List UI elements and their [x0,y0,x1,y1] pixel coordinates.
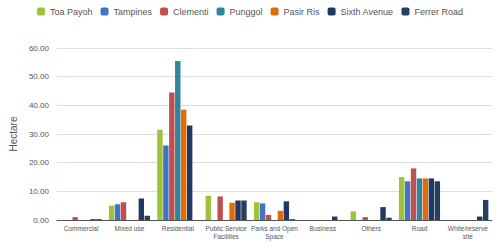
svg-text:Residential: Residential [162,225,195,232]
svg-text:Business: Business [310,225,337,232]
svg-text:Ferrer Road: Ferrer Road [414,7,463,17]
svg-text:0.00: 0.00 [33,216,49,225]
svg-text:Clementi: Clementi [173,7,209,17]
svg-text:site: site [463,233,474,240]
svg-text:Tampines: Tampines [114,7,153,17]
svg-text:Facilities: Facilities [213,233,239,240]
svg-text:Parks and Open: Parks and Open [251,225,298,233]
svg-text:20.00: 20.00 [29,158,50,167]
svg-text:Space: Space [265,233,284,241]
svg-text:Pasir Ris: Pasir Ris [284,7,321,17]
svg-text:Others: Others [361,225,381,232]
svg-text:White/reserve: White/reserve [448,225,488,232]
svg-text:Road: Road [412,225,428,232]
svg-text:Toa Payoh: Toa Payoh [50,7,93,17]
svg-text:60.00: 60.00 [29,44,50,53]
svg-text:Commercial: Commercial [64,225,99,232]
svg-text:Public Service: Public Service [206,225,248,232]
svg-text:Hectare: Hectare [8,116,19,151]
svg-text:Mixed use: Mixed use [115,225,145,232]
svg-text:Sixth Avenue: Sixth Avenue [341,7,393,17]
svg-text:50.00: 50.00 [29,72,50,81]
svg-text:10.00: 10.00 [29,187,50,196]
svg-text:30.00: 30.00 [29,130,50,139]
svg-text:40.00: 40.00 [29,101,50,110]
svg-text:Punggol: Punggol [230,7,263,17]
